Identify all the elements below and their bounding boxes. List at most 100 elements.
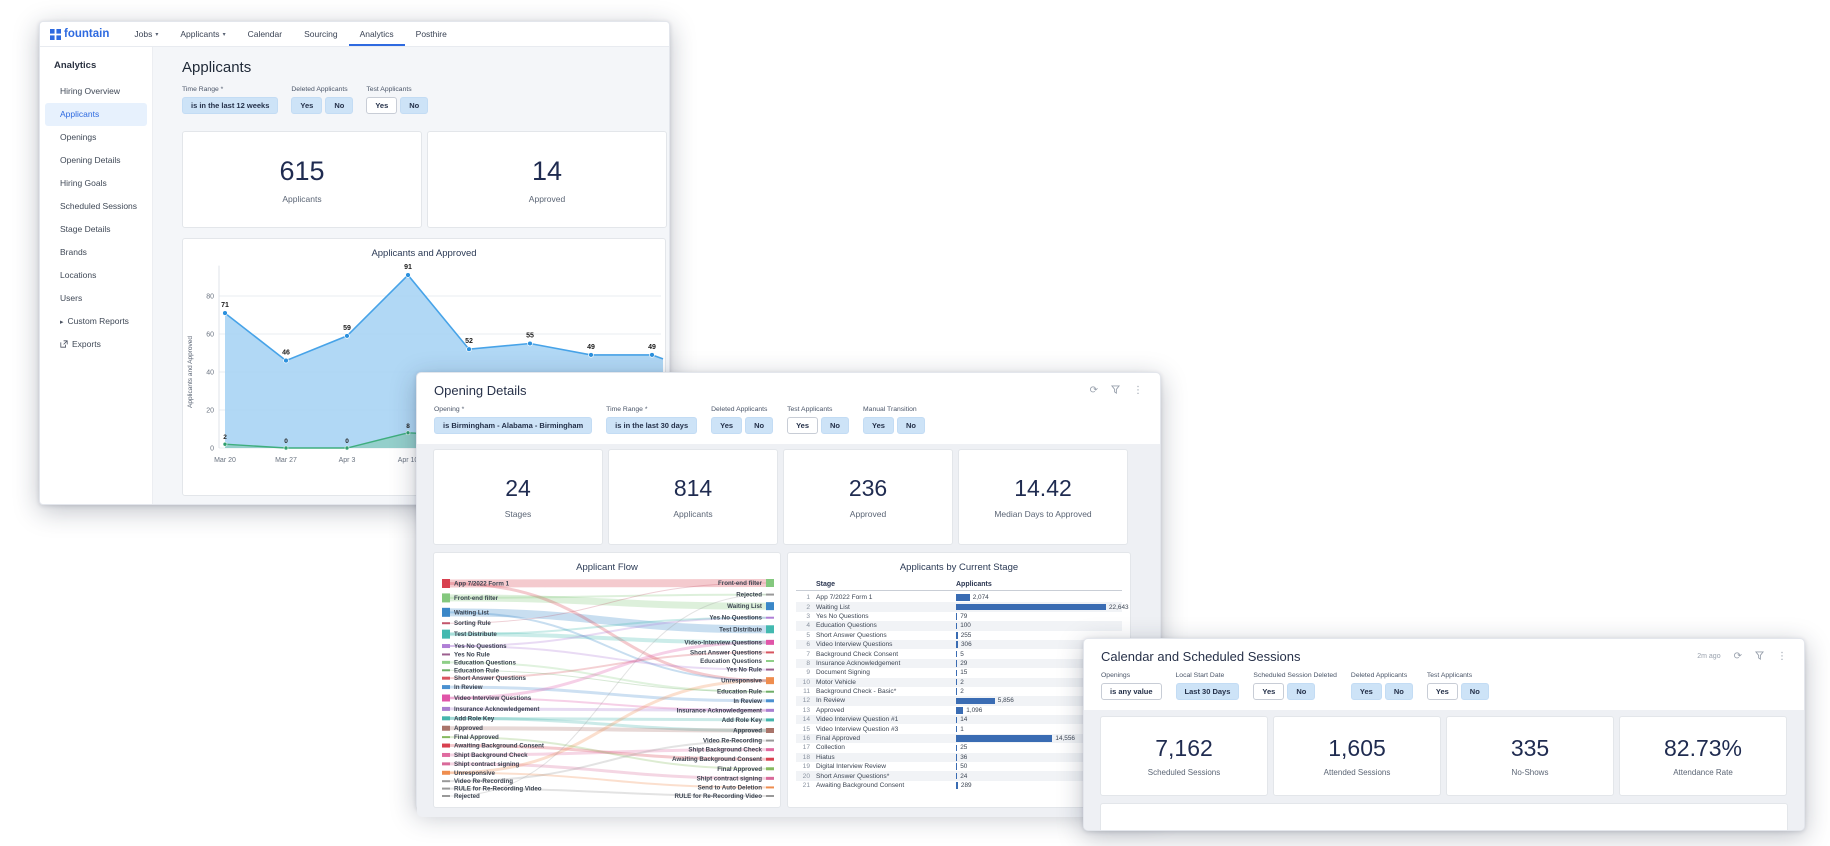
kebab-menu-icon[interactable]: ⋮ [1777, 650, 1787, 662]
stage-bar[interactable] [956, 744, 958, 752]
nav-tab-jobs[interactable]: Jobs ▾ [123, 22, 169, 46]
stage-bar[interactable] [956, 594, 970, 601]
sankey-node-left[interactable] [442, 780, 450, 783]
sankey-node-left[interactable] [442, 685, 450, 690]
kebab-menu-icon[interactable]: ⋮ [1133, 384, 1143, 396]
sankey-node-right[interactable] [766, 786, 774, 789]
sankey-node-right[interactable] [766, 690, 774, 693]
approved-data-point[interactable] [222, 441, 228, 447]
sankey-node-left[interactable] [442, 795, 450, 797]
table-row[interactable]: 1 App 7/2022 Form 1 2,074 [796, 593, 1122, 602]
table-row[interactable]: 15 Video Interview Question #3 1 [796, 724, 1122, 733]
refresh-icon[interactable]: ⟳ [1733, 650, 1742, 662]
refresh-icon[interactable]: ⟳ [1089, 384, 1098, 396]
sidebar-item-applicants[interactable]: Applicants [45, 103, 147, 126]
stage-bar[interactable] [956, 697, 995, 705]
stage-bar[interactable] [956, 622, 958, 630]
stage-bar[interactable] [956, 650, 958, 658]
sankey-node-left[interactable] [442, 716, 450, 721]
sankey-node-left[interactable] [442, 770, 450, 775]
table-row[interactable]: 8 Insurance Acknowledgement 29 [796, 658, 1122, 669]
sankey-node-right[interactable] [766, 677, 774, 685]
sankey-node-right[interactable] [766, 660, 774, 662]
table-row[interactable]: 21 Awaiting Background Consent 289 [796, 781, 1122, 790]
sankey-node-left[interactable] [442, 644, 450, 649]
applicants-data-point[interactable] [405, 272, 411, 278]
table-row[interactable]: 20 Short Answer Questions* 24 [796, 771, 1122, 781]
filter-button-test-applicants-yes[interactable]: Yes [1426, 683, 1458, 700]
filter-button-time-range-is-in-the-last-30-days[interactable]: is in the last 30 days [606, 417, 698, 434]
applicants-data-point[interactable] [649, 352, 655, 358]
stage-bar[interactable] [956, 603, 1106, 611]
table-row[interactable]: 14 Video Interview Question #1 14 [796, 715, 1122, 725]
filter-button-deleted-applicants-no[interactable]: No [325, 97, 354, 114]
sankey-node-left[interactable] [442, 676, 450, 680]
filter-button-opening-is-birmingham-alabama-birmingham[interactable]: is Birmingham - Alabama - Birmingham [434, 417, 593, 434]
applicants-data-point[interactable] [588, 352, 594, 358]
table-row[interactable]: 11 Background Check - Basic* 2 [796, 687, 1122, 696]
applicants-data-point[interactable] [283, 357, 289, 364]
table-row[interactable]: 7 Background Check Consent 5 [796, 649, 1122, 658]
sankey-node-left[interactable] [442, 593, 450, 603]
sankey-node-left[interactable] [442, 694, 450, 702]
stage-bar[interactable] [956, 688, 958, 695]
table-row[interactable]: 19 Digital Interview Review 50 [796, 762, 1122, 771]
filter-button-test-applicants-yes[interactable]: Yes [366, 97, 398, 114]
filter-button-deleted-applicants-yes[interactable]: Yes [711, 417, 743, 434]
table-row[interactable]: 5 Short Answer Questions 255 [796, 631, 1122, 640]
stage-bar[interactable] [956, 669, 958, 677]
table-row[interactable]: 9 Document Signing 15 [796, 668, 1122, 677]
sankey-node-right[interactable] [766, 668, 774, 671]
stage-bar[interactable] [956, 782, 958, 789]
filter-icon[interactable] [1110, 384, 1121, 397]
sankey-node-left[interactable] [442, 736, 450, 739]
filter-button-deleted-applicants-no[interactable]: No [745, 417, 774, 434]
stage-bar[interactable] [956, 613, 958, 620]
stage-bar[interactable] [956, 725, 958, 733]
table-row[interactable]: 3 Yes No Questions 79 [796, 612, 1122, 621]
sankey-node-right[interactable] [766, 767, 774, 771]
sankey-node-left[interactable] [442, 787, 450, 790]
sankey-node-left[interactable] [442, 762, 450, 766]
nav-tab-posthire[interactable]: Posthire [405, 22, 458, 46]
sidebar-item-brands[interactable]: Brands [60, 247, 87, 257]
nav-tab-calendar[interactable]: Calendar [237, 22, 294, 46]
sankey-node-left[interactable] [442, 622, 450, 625]
nav-tab-applicants[interactable]: Applicants ▾ [169, 22, 236, 46]
sankey-node-right[interactable] [766, 795, 774, 797]
filter-icon[interactable] [1754, 650, 1765, 663]
applicants-data-point[interactable] [344, 333, 350, 339]
stage-bar[interactable] [956, 735, 1053, 742]
sankey-node-right[interactable] [766, 757, 774, 761]
sankey-node-left[interactable] [442, 669, 450, 672]
sankey-node-left[interactable] [442, 743, 450, 748]
sankey-node-right[interactable] [766, 625, 774, 634]
sankey-node-left[interactable] [442, 725, 450, 731]
sidebar-item-stage-details[interactable]: Stage Details [60, 224, 111, 234]
sidebar-item-opening-details[interactable]: Opening Details [60, 155, 121, 165]
sankey-node-right[interactable] [766, 699, 774, 703]
sankey-node-left[interactable] [442, 629, 450, 639]
sankey-node-right[interactable] [766, 718, 774, 722]
table-row[interactable]: 18 Hiatus 36 [796, 752, 1122, 763]
sidebar-item-scheduled-sessions[interactable]: Scheduled Sessions [60, 201, 138, 211]
filter-button-openings-is-any-value[interactable]: is any value [1101, 683, 1162, 700]
sankey-node-right[interactable] [766, 776, 774, 780]
sankey-node-right[interactable] [766, 708, 774, 712]
filter-button-local-start-date-last-30-days[interactable]: Last 30 Days [1175, 683, 1240, 700]
applicants-data-point[interactable] [466, 346, 472, 352]
approved-data-point[interactable] [344, 445, 350, 451]
table-row[interactable]: 12 In Review 5,856 [796, 696, 1122, 706]
filter-button-time-range-is-in-the-last-12-weeks[interactable]: is in the last 12 weeks [182, 97, 279, 114]
fountain-brand[interactable]: fountain [50, 28, 109, 40]
sidebar-item-hiring-goals[interactable]: Hiring Goals [60, 178, 107, 188]
sidebar-item-custom-reports[interactable]: ▸ Custom Reports [40, 310, 152, 333]
sankey-node-right[interactable] [766, 602, 774, 611]
sankey-node-left[interactable] [442, 752, 450, 757]
sidebar-item-exports[interactable]: Exports [40, 333, 152, 356]
sankey-node-left[interactable] [442, 660, 450, 664]
table-row[interactable]: 17 Collection 25 [796, 743, 1122, 752]
sankey-node-right[interactable] [766, 616, 774, 619]
sankey-node-right[interactable] [766, 739, 774, 742]
filter-button-test-applicants-no[interactable]: No [400, 97, 429, 114]
